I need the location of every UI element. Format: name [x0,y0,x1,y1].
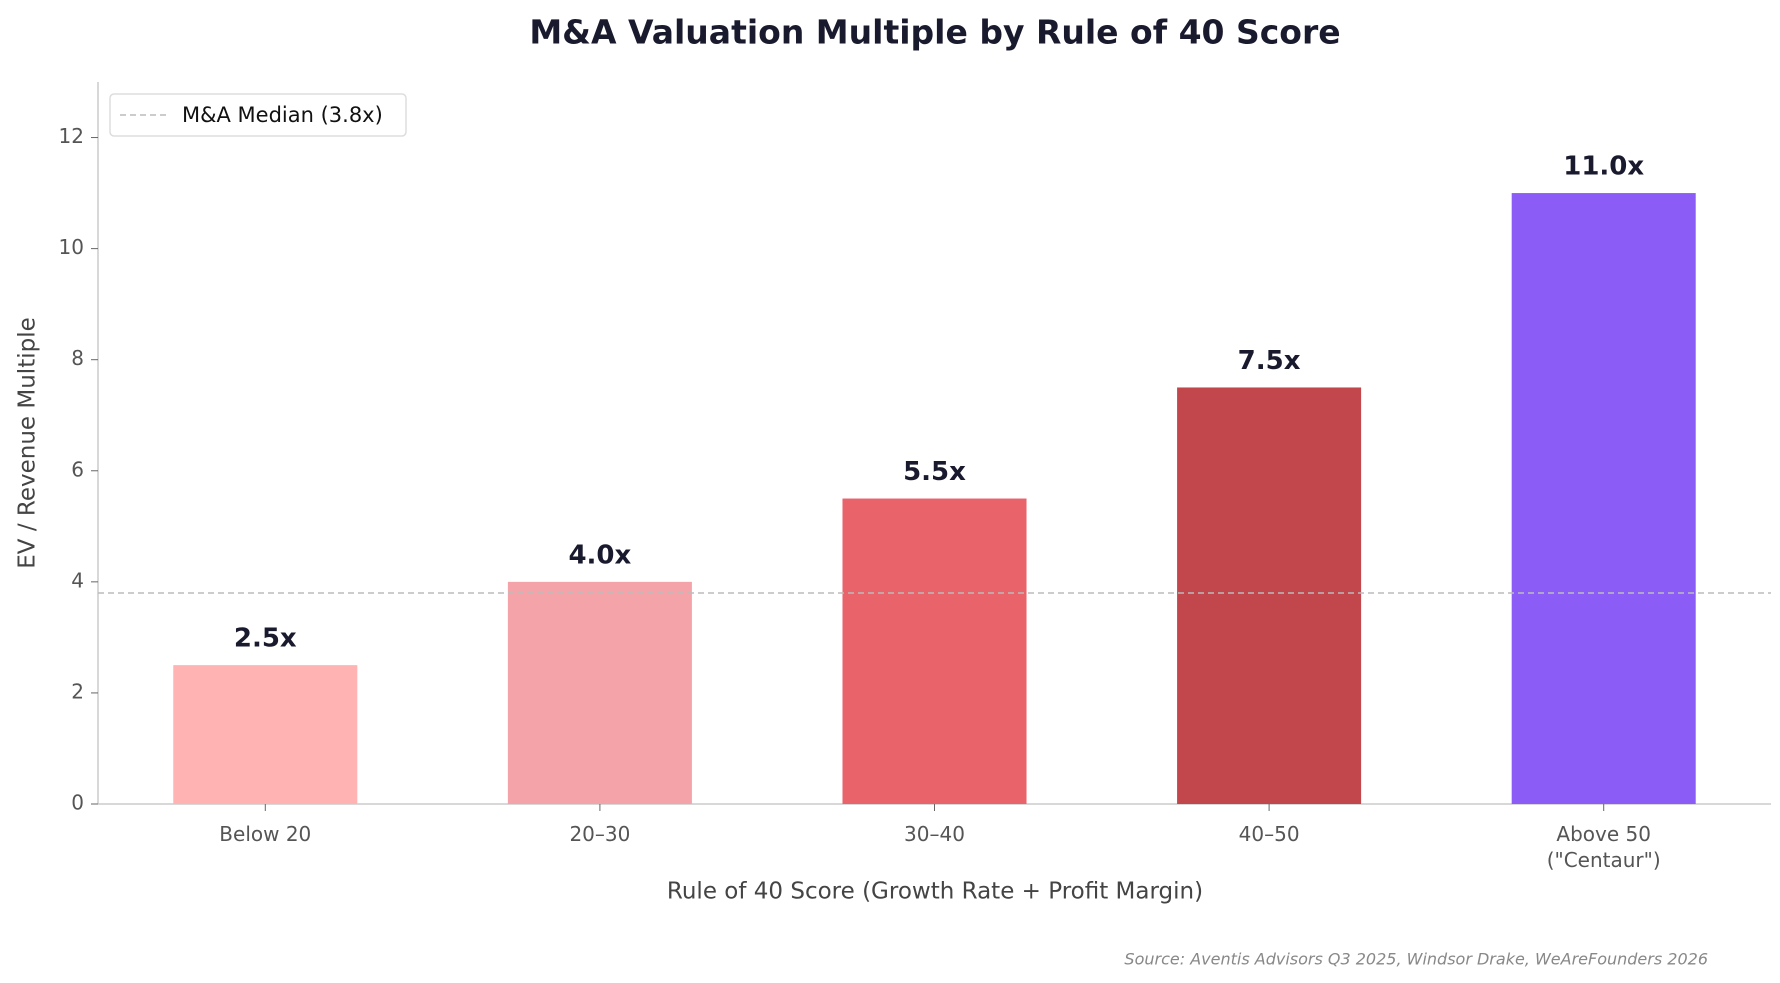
data-label: 4.0x [568,540,631,570]
y-tick-label: 0 [71,791,84,815]
x-tick-label: 40–50 [1238,822,1300,846]
legend-box [109,93,407,137]
y-tick-label: 8 [71,346,84,370]
bar [1511,193,1696,805]
data-label: 2.5x [234,624,297,654]
data-label: 7.5x [1238,346,1301,376]
x-tick-label: 30–40 [904,822,965,846]
y-tick-label: 10 [59,235,84,259]
chart-title: M&A Valuation Multiple by Rule of 40 Sco… [529,13,1340,52]
x-tick-label: Below 20 [219,822,312,846]
x-tick-label: Above 50 ("Centaur") [1546,822,1661,872]
bar [507,581,692,804]
x-tick-label: 20–30 [569,822,631,846]
source-note: Source: Aventis Advisors Q3 2025, Windso… [1124,950,1708,969]
y-axis-label: EV / Revenue Multiple [15,317,41,568]
data-label: 5.5x [903,457,966,487]
y-tick-label: 12 [59,124,84,148]
y-tick-label: 2 [71,679,84,703]
y-tick-label: 6 [71,457,84,481]
y-tick-label: 4 [71,568,84,592]
bar [1177,387,1362,804]
bar [173,665,358,804]
bar [842,498,1027,804]
legend-label: M&A Median (3.8x) [182,103,383,127]
x-axis-label: Rule of 40 Score (Growth Rate + Profit M… [667,879,1203,905]
data-label: 11.0x [1563,152,1644,182]
